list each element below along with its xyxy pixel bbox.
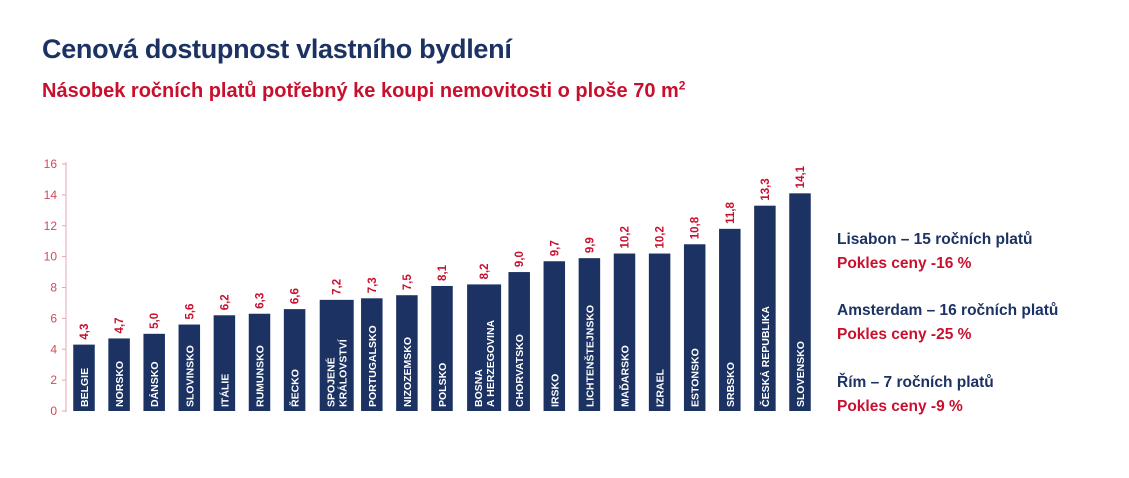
bar-category-label: DÁNSKO — [148, 361, 161, 407]
bar-category-label: ČESKÁ REPUBLIKA — [759, 306, 772, 407]
bar — [361, 298, 383, 411]
bar — [319, 299, 354, 411]
bar-category-label: ITÁLIE — [218, 374, 231, 407]
bar-value-label: 10,8 — [690, 216, 702, 239]
note-drop: Pokles ceny -16 % — [837, 255, 972, 272]
y-tick-label: 2 — [50, 373, 57, 387]
bar-value-label: 6,6 — [290, 288, 302, 304]
bar-category-label: SPOJENÉ — [325, 357, 338, 407]
page-subtitle: Násobek ročních platů potřebný ke koupi … — [42, 78, 686, 103]
bar-value-label: 14,1 — [795, 165, 807, 188]
bar — [73, 344, 95, 411]
bar-category-label: ŘECKO — [289, 369, 302, 407]
bar-value-label: 5,0 — [149, 313, 161, 329]
bar-category-label: POLSKO — [437, 363, 449, 407]
bar — [719, 228, 741, 411]
note-lisabon: Lisabon – 15 ročních platů Pokles ceny -… — [837, 231, 1033, 273]
bar-value-label: 8,2 — [479, 263, 491, 279]
bar-value-label: 11,8 — [725, 201, 737, 223]
bar-category-label: SRBSKO — [725, 362, 737, 407]
bar — [248, 313, 271, 411]
bar-value-label: 6,3 — [255, 293, 267, 309]
bar-value-label: 8,1 — [437, 264, 449, 281]
bar — [213, 315, 236, 411]
bar-category-label: NORSKO — [114, 361, 126, 407]
bar-value-label: 6,2 — [219, 294, 231, 310]
bar-value-label: 7,3 — [367, 277, 379, 293]
bar-category-label: SLOVENSKO — [795, 341, 807, 407]
bar-value-label: 4,7 — [114, 317, 126, 333]
note-city: Lisabon – 15 ročních platů — [837, 231, 1033, 248]
bar-value-label: 4,3 — [79, 324, 91, 340]
page-title: Cenová dostupnost vlastního bydlení — [42, 34, 512, 64]
bar-category-label: BELGIE — [79, 368, 91, 407]
bar-category-label: IRSKO — [549, 374, 561, 407]
bar — [578, 258, 601, 411]
y-tick-label: 16 — [44, 157, 58, 171]
y-tick-label: 4 — [50, 342, 57, 356]
bar — [508, 272, 530, 411]
bar-value-label: 9,7 — [549, 240, 561, 256]
bar — [431, 285, 453, 411]
note-amsterdam: Amsterdam – 16 ročních platů Pokles ceny… — [837, 302, 1058, 344]
bar — [178, 324, 201, 411]
y-tick-label: 12 — [44, 219, 58, 233]
y-tick-label: 0 — [50, 404, 57, 418]
bar-value-label: 5,6 — [184, 304, 196, 320]
note-city: Řím – 7 ročních platů — [837, 374, 994, 391]
bar-value-label: 10,2 — [620, 226, 632, 248]
subtitle-superscript: 2 — [678, 78, 686, 93]
bar — [467, 284, 502, 411]
bar — [754, 205, 776, 411]
bar-value-label: 7,2 — [332, 279, 344, 295]
y-tick-label: 6 — [50, 311, 57, 325]
note-drop: Pokles ceny -9 % — [837, 398, 963, 415]
subtitle-text: Násobek ročních platů potřebný ke koupi … — [42, 80, 679, 102]
note-city: Amsterdam – 16 ročních platů — [837, 302, 1059, 319]
bar — [143, 333, 165, 411]
y-tick-label: 14 — [44, 188, 58, 202]
bar-value-label: 7,5 — [402, 274, 414, 291]
y-tick-label: 10 — [44, 250, 58, 264]
bar — [283, 309, 306, 411]
bar-category-label: PORTUGALSKO — [367, 325, 379, 407]
bar-category-label: IZRAEL — [655, 369, 667, 408]
bar-category-label: A HERZEGOVINA — [485, 319, 497, 407]
note-drop: Pokles ceny -25 % — [837, 326, 972, 343]
bar — [543, 261, 566, 411]
bar-category-label: SLOVINSKO — [184, 345, 196, 407]
bar — [108, 338, 130, 411]
bar — [396, 295, 418, 411]
bar-category-label: BOSNA — [473, 369, 485, 407]
bar-category-label: KRÁLOVSTVÍ — [337, 338, 350, 407]
bar — [648, 253, 671, 411]
note-rim: Řím – 7 ročních platů Pokles ceny -9 % — [837, 374, 994, 416]
bar-category-label: MAĎARSKO — [619, 345, 632, 407]
bar-category-label: LICHTENŠTEJNSKO — [583, 305, 596, 407]
bar-category-label: ESTONSKO — [690, 348, 702, 407]
bar-category-label: NIZOZEMSKO — [402, 337, 414, 407]
bar-value-label: 9,0 — [514, 251, 526, 267]
bar — [683, 244, 706, 411]
bar-value-label: 13,3 — [760, 178, 772, 200]
bar — [613, 253, 636, 411]
bar-value-label: 9,9 — [584, 237, 596, 253]
bar — [789, 193, 811, 411]
bar-category-label: RUMUNSKO — [255, 345, 267, 407]
y-tick-label: 8 — [50, 281, 57, 295]
bar-category-label: CHORVATSKO — [514, 334, 526, 407]
bar-value-label: 10,2 — [655, 226, 667, 248]
